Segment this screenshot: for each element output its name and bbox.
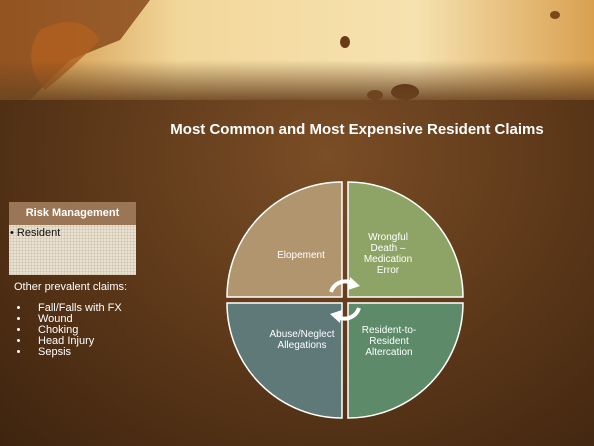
claims-heading: Other prevalent claims:	[14, 281, 128, 293]
arrow-head	[330, 310, 342, 323]
quadrant	[347, 302, 464, 419]
quadrant-label: Resident-to-Resident Altercation	[361, 325, 417, 358]
sidebar-item: • Resident	[10, 227, 61, 239]
claim-item: Wound	[30, 314, 122, 325]
quadrant-label: Abuse/Neglect Allegations	[269, 329, 335, 351]
sidebar-heading: Risk Management	[9, 202, 136, 225]
claim-item: Fall/Falls with FX	[30, 303, 122, 314]
quadrant	[347, 181, 464, 298]
arrow-head	[348, 277, 360, 290]
quadrant	[226, 181, 343, 298]
quadrant-label: Wrongful Death – Medication Error	[363, 232, 413, 276]
claims-list: Fall/Falls with FXWoundChokingHead Injur…	[14, 303, 122, 358]
quadrant-label: Elopement	[277, 250, 325, 261]
slide-title: Most Common and Most Expensive Resident …	[170, 121, 544, 138]
claim-item: Sepsis	[30, 347, 122, 358]
sidebar-box: • Resident	[9, 225, 136, 275]
claim-item: Head Injury	[30, 336, 122, 347]
claim-item: Choking	[30, 325, 122, 336]
quadrant	[226, 302, 343, 419]
banner	[0, 0, 594, 100]
